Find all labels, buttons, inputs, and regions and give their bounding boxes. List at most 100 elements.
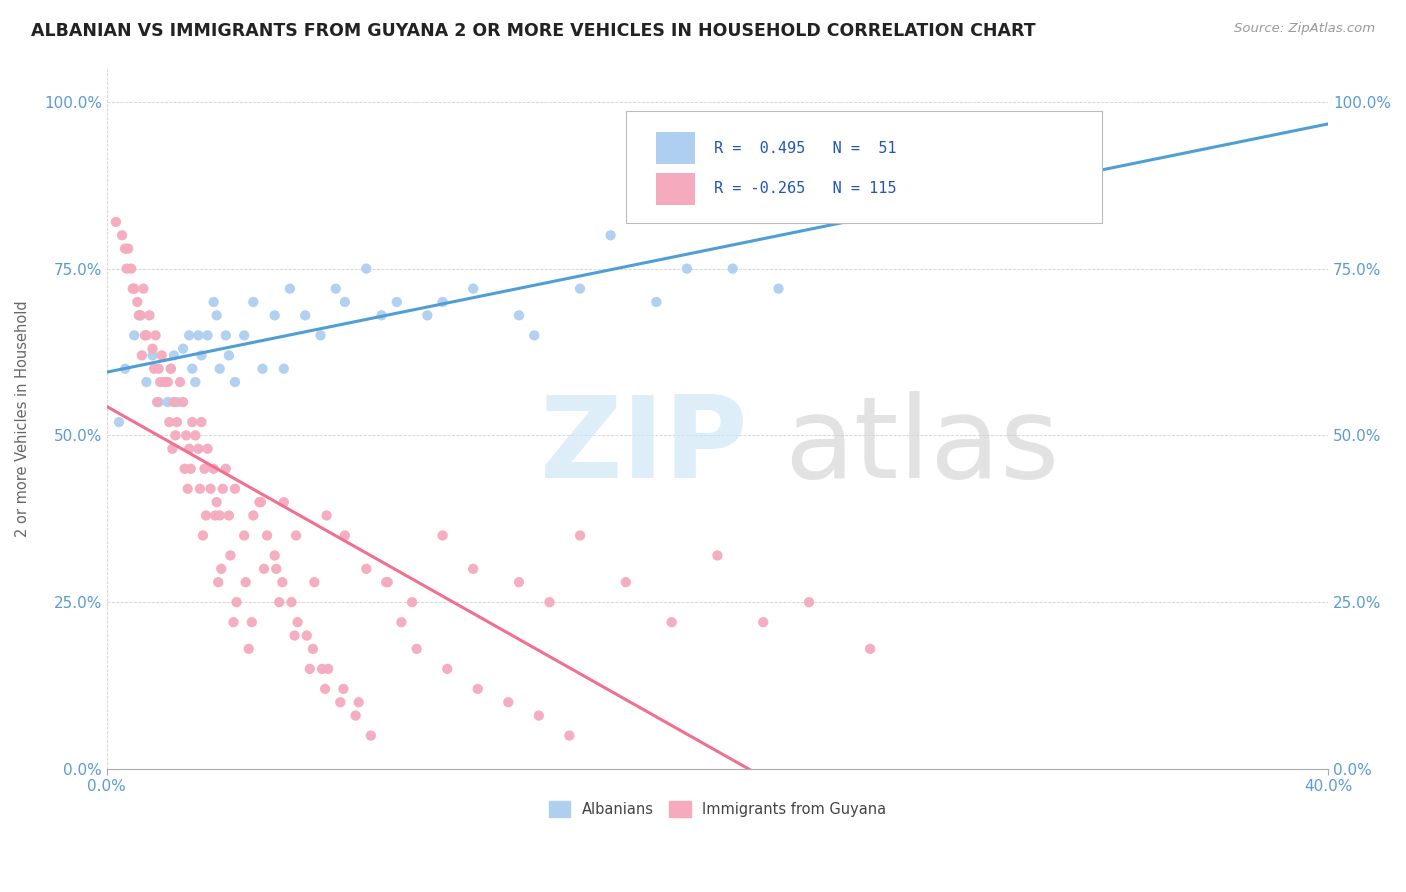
Point [204, 508, 226, 523]
Point [558, 729, 581, 743]
Point [278, 282, 301, 296]
Point [111, 228, 134, 243]
Point [356, 562, 378, 576]
Point [294, 309, 316, 323]
Point [256, 528, 278, 542]
Point [222, 615, 245, 630]
FancyBboxPatch shape [626, 111, 1102, 223]
Point [224, 375, 246, 389]
Point [314, 681, 336, 696]
Point [569, 282, 592, 296]
Point [148, 395, 170, 409]
Point [176, 482, 198, 496]
Point [156, 395, 179, 409]
Point [401, 595, 423, 609]
Point [242, 295, 264, 310]
Point [148, 361, 170, 376]
Point [752, 615, 775, 630]
Point [128, 309, 150, 323]
Point [117, 242, 139, 256]
Text: R =  0.495   N =  51: R = 0.495 N = 51 [714, 141, 896, 156]
Point [250, 495, 273, 509]
Point [153, 375, 176, 389]
Point [127, 295, 149, 310]
Point [165, 428, 187, 442]
Point [569, 528, 592, 542]
Point [315, 508, 337, 523]
Point [166, 395, 188, 409]
Point [311, 662, 333, 676]
Point [187, 328, 209, 343]
Point [252, 361, 274, 376]
Point [333, 295, 356, 310]
Point [273, 361, 295, 376]
Point [890, 161, 912, 176]
Point [325, 282, 347, 296]
Point [163, 395, 186, 409]
Point [180, 462, 202, 476]
Point [332, 681, 354, 696]
Point [285, 528, 308, 542]
Point [162, 442, 184, 456]
Point [240, 615, 263, 630]
Point [172, 342, 194, 356]
Point [195, 508, 218, 523]
Text: Source: ZipAtlas.com: Source: ZipAtlas.com [1234, 22, 1375, 36]
Point [163, 348, 186, 362]
Point [135, 375, 157, 389]
Point [215, 328, 238, 343]
Point [202, 462, 225, 476]
Point [706, 549, 728, 563]
Point [432, 295, 454, 310]
Point [156, 375, 179, 389]
Point [273, 495, 295, 509]
Point [661, 615, 683, 630]
Point [377, 575, 399, 590]
Point [208, 508, 231, 523]
Point [263, 549, 285, 563]
Point [432, 528, 454, 542]
Point [184, 375, 207, 389]
Point [120, 261, 142, 276]
Point [283, 628, 305, 642]
Point [375, 575, 398, 590]
Point [329, 695, 352, 709]
Bar [657, 132, 696, 164]
Point [166, 415, 188, 429]
Text: R = -0.265   N = 115: R = -0.265 N = 115 [714, 181, 896, 196]
Point [309, 328, 332, 343]
Point [235, 575, 257, 590]
Point [225, 595, 247, 609]
Point [129, 309, 152, 323]
Point [527, 708, 550, 723]
Point [205, 309, 228, 323]
Point [207, 575, 229, 590]
Point [131, 348, 153, 362]
Bar [657, 173, 696, 205]
Point [179, 442, 201, 456]
Point [211, 482, 233, 496]
Point [224, 482, 246, 496]
Point [173, 462, 195, 476]
Point [108, 415, 131, 429]
Point [132, 282, 155, 296]
Point [508, 575, 530, 590]
Point [344, 708, 367, 723]
Point [138, 309, 160, 323]
Point [184, 428, 207, 442]
Point [153, 375, 176, 389]
Point [385, 295, 408, 310]
Point [436, 662, 458, 676]
Point [508, 309, 530, 323]
Point [193, 462, 215, 476]
Text: atlas: atlas [785, 392, 1060, 502]
Point [676, 261, 699, 276]
Point [215, 462, 238, 476]
Point [249, 495, 271, 509]
Point [209, 562, 232, 576]
Point [721, 261, 744, 276]
Point [498, 695, 520, 709]
Point [370, 309, 392, 323]
Point [316, 662, 339, 676]
Point [191, 528, 214, 542]
